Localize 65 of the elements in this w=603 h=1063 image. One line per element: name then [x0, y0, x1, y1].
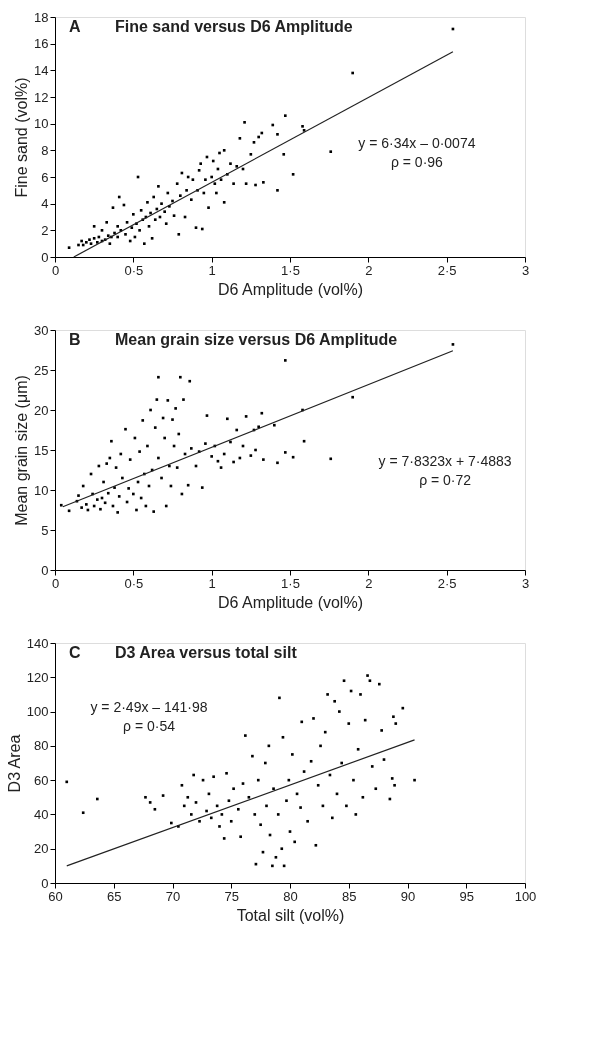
y-axis-title: Fine sand (vol%)	[13, 77, 31, 198]
y-tick-label: 10	[34, 116, 49, 132]
annotation: ρ = 0·96	[390, 154, 444, 171]
x-tick-label: 0	[51, 575, 60, 591]
x-tick-label: 1	[208, 575, 216, 591]
x-axis-title: Total silt (vol%)	[236, 906, 345, 924]
x-tick-label: 3	[521, 575, 530, 591]
annotation: ρ = 0·72	[419, 472, 472, 488]
y-tick-label: 15	[34, 442, 49, 458]
annotation: C	[69, 644, 81, 661]
x-tick-label: 1·5	[281, 575, 300, 591]
y-tick-label: 16	[34, 36, 49, 52]
x-tick-label: 85	[342, 888, 357, 904]
y-axis-title: D3 Area	[5, 734, 23, 793]
y-tick-label: 25	[34, 362, 49, 378]
chart-title: Fine sand versus D6 Amplitude	[115, 18, 353, 35]
annotation: y = 7·8323x + 7·4883	[378, 453, 512, 469]
annotation: y = 6·34x – 0·0074	[358, 135, 476, 152]
y-tick-label: 30	[34, 322, 49, 338]
y-tick-label: 2	[41, 222, 49, 238]
x-tick-label: 2·5	[437, 575, 457, 591]
x-tick-label: 1	[208, 262, 216, 278]
y-tick-label: 18	[34, 9, 49, 25]
y-tick-label: 4	[41, 196, 49, 212]
x-tick-label: 2	[365, 262, 373, 278]
y-tick-label: 20	[34, 841, 49, 857]
y-tick-label: 12	[34, 89, 49, 105]
y-tick-label: 0	[41, 875, 49, 891]
x-tick-label: 0	[51, 262, 60, 278]
x-axis-title: D6 Amplitude (vol%)	[218, 593, 363, 611]
x-tick-label: 0·5	[124, 575, 144, 591]
annotation: B	[69, 331, 81, 348]
y-tick-label: 40	[34, 806, 49, 822]
y-tick-label: 0	[41, 562, 49, 578]
x-tick-label: 1·5	[281, 262, 300, 278]
y-tick-label: 14	[34, 62, 49, 78]
x-tick-label: 2·5	[437, 262, 457, 278]
y-tick-label: 6	[41, 169, 49, 185]
x-axis-title: D6 Amplitude (vol%)	[218, 280, 363, 298]
y-tick-label: 20	[34, 402, 49, 418]
x-tick-label: 2	[365, 575, 373, 591]
x-tick-label: 0·5	[124, 262, 144, 278]
y-tick-label: 10	[34, 482, 49, 498]
y-tick-label: 5	[41, 522, 49, 538]
y-tick-label: 120	[26, 669, 49, 685]
chart-title: Mean grain size versus D6 Amplitude	[115, 331, 398, 348]
x-tick-label: 95	[459, 888, 474, 904]
y-tick-label: 60	[34, 772, 49, 788]
annotation: y = 2·49x – 141·98	[90, 698, 208, 715]
x-tick-label: 75	[224, 888, 239, 904]
y-axis-title: Mean grain size (μm)	[13, 375, 31, 526]
x-tick-label: 65	[107, 888, 122, 904]
y-tick-label: 0	[41, 249, 49, 265]
annotation: A	[69, 18, 81, 35]
x-tick-label: 80	[283, 888, 298, 904]
x-tick-label: 70	[165, 888, 181, 904]
y-tick-label: 100	[26, 704, 49, 720]
annotation: ρ = 0·54	[123, 717, 176, 734]
x-tick-label: 100	[514, 888, 537, 904]
chart-title: D3 Area versus total silt	[115, 644, 298, 661]
y-tick-label: 80	[34, 738, 49, 754]
y-tick-label: 140	[26, 635, 49, 651]
y-tick-label: 8	[41, 142, 49, 158]
x-tick-label: 90	[400, 888, 416, 904]
x-tick-label: 3	[521, 262, 530, 278]
